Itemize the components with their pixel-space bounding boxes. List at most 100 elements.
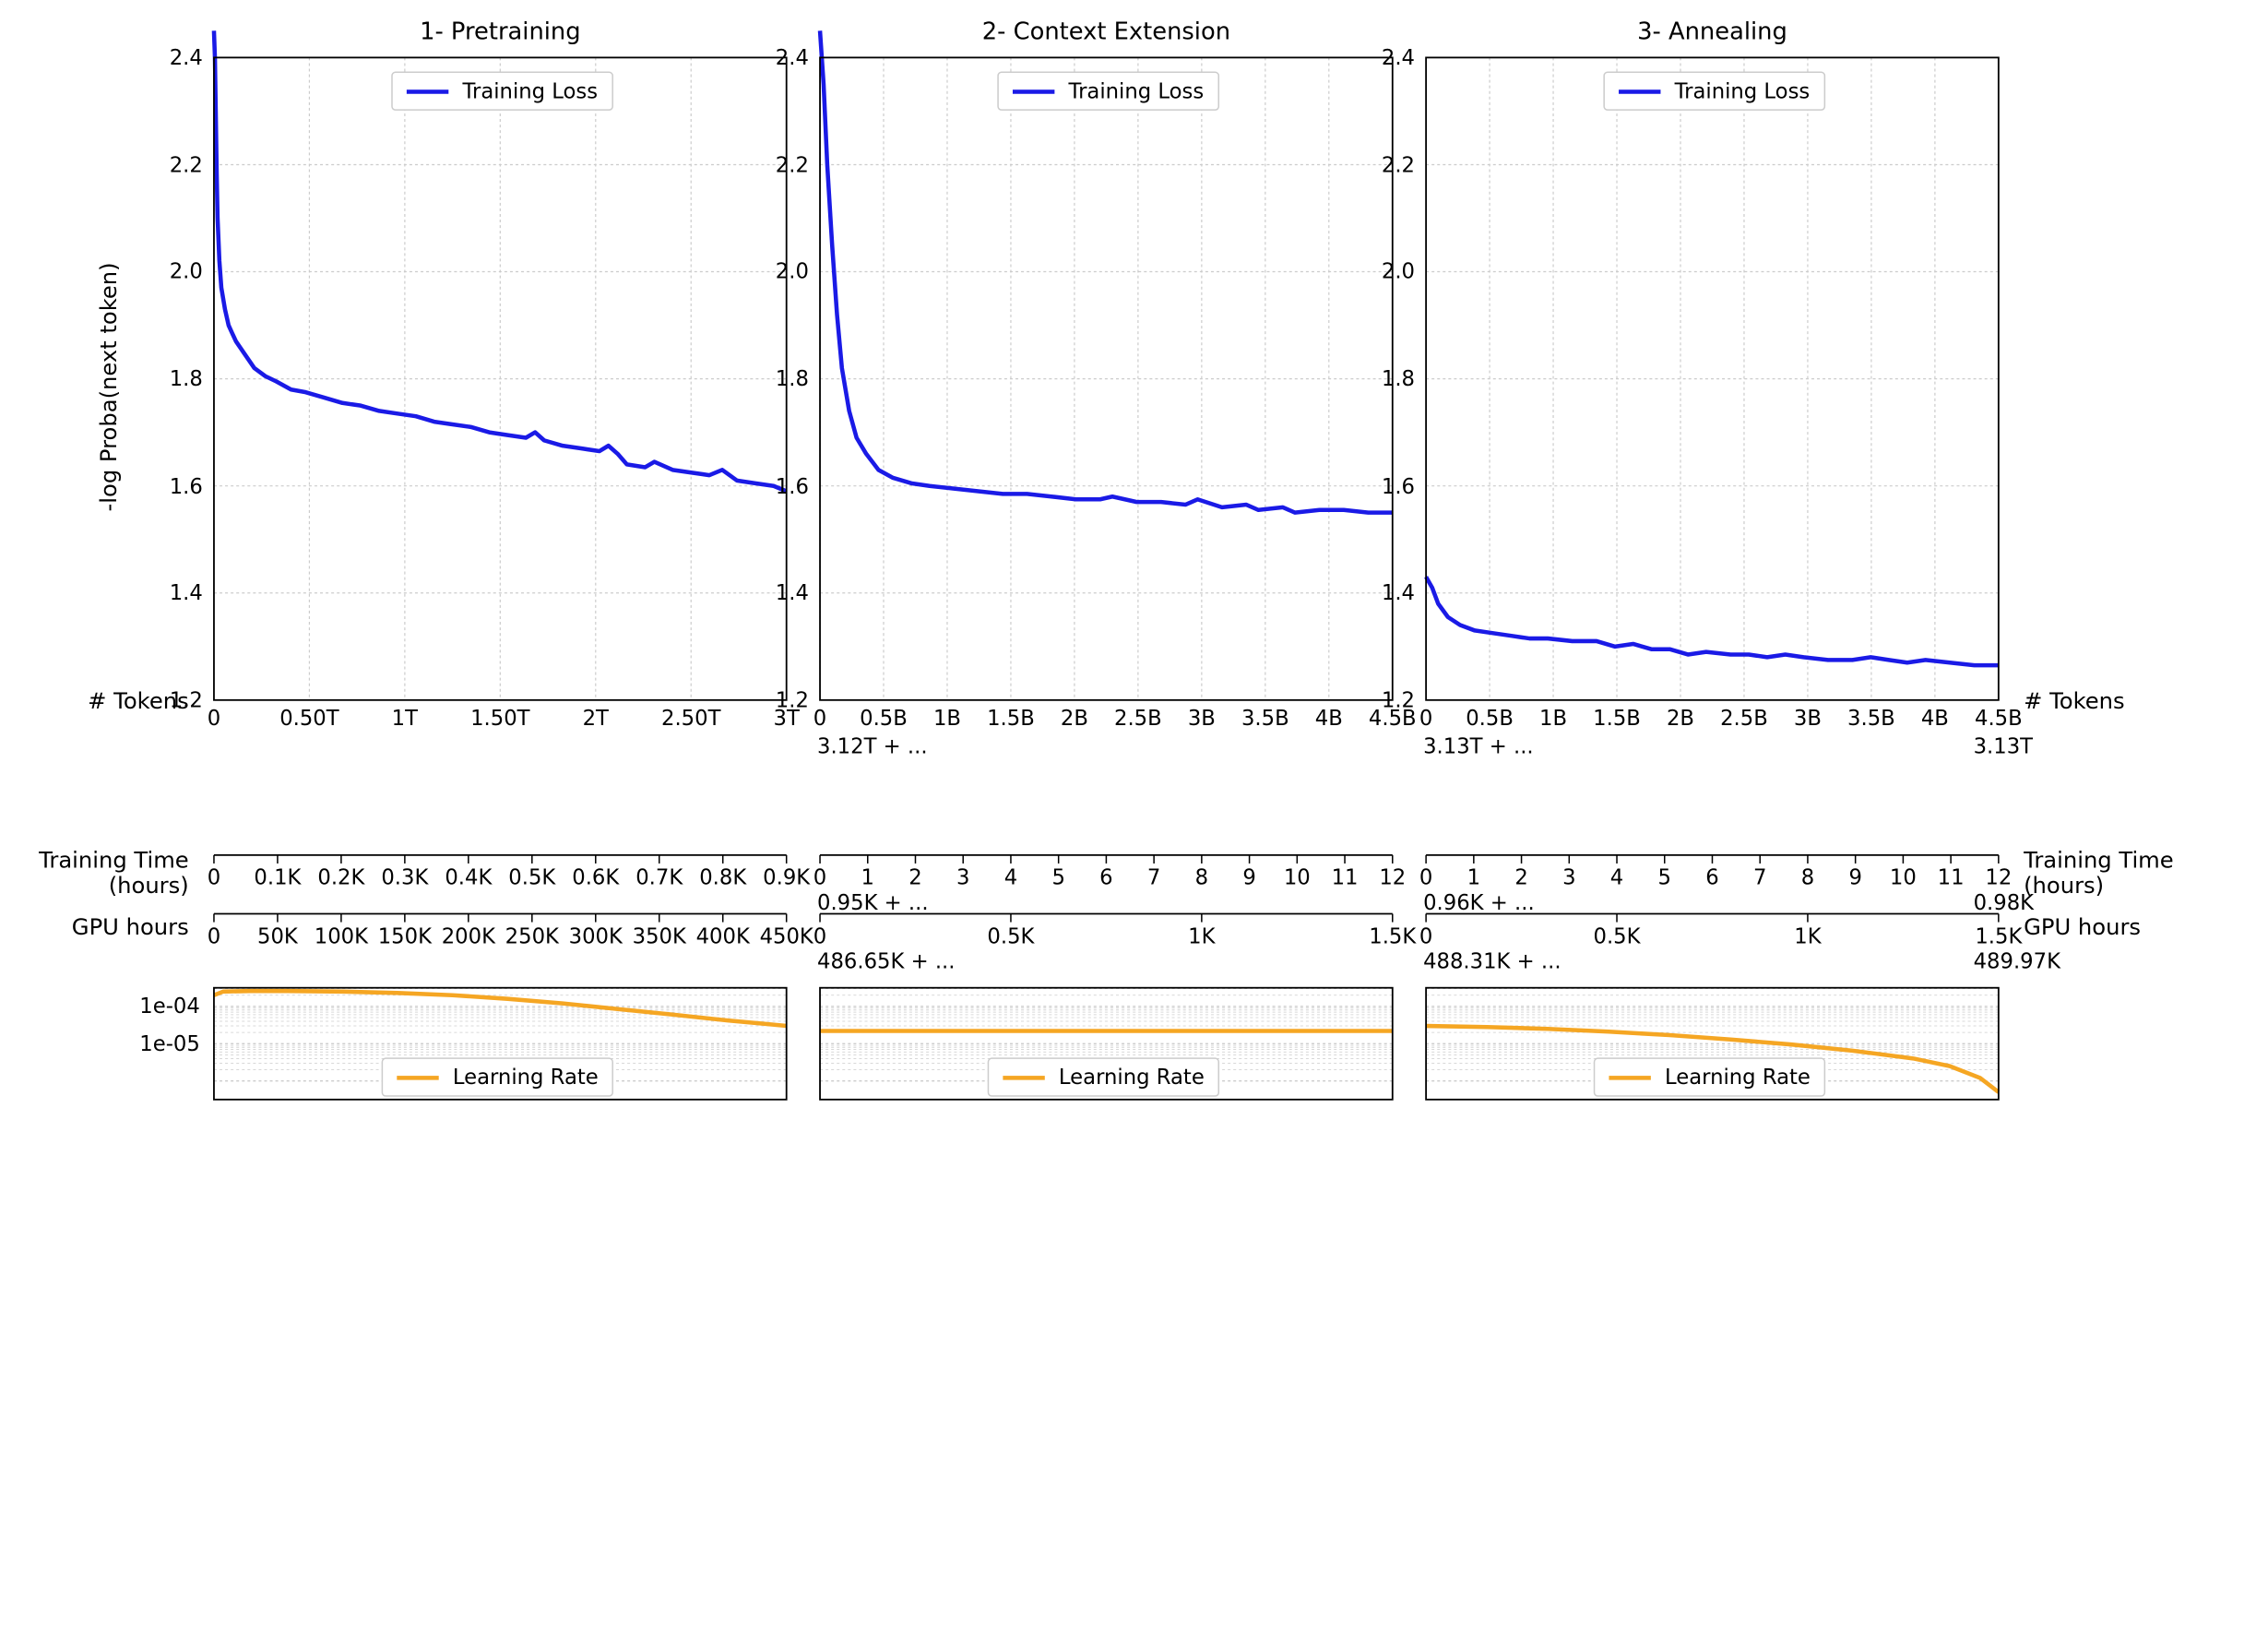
right-offset-time: 0.98K — [1974, 890, 2034, 915]
xtick-tokens: 1B — [933, 706, 961, 731]
mini-tick-time: 6 — [1705, 864, 1718, 889]
mini-tick-gpu: 1K — [1188, 923, 1215, 948]
loss-chart — [1426, 57, 1999, 699]
y-axis-label: -log Proba(next token) — [95, 262, 122, 511]
xtick-tokens: 1B — [1539, 706, 1567, 731]
mini-tick-time: 7 — [1753, 864, 1766, 889]
mini-tick-time: 5 — [1051, 864, 1064, 889]
xtick-tokens: 1.5B — [987, 706, 1035, 731]
xtick-tokens: 1.50T — [470, 706, 529, 731]
xtick-tokens: 0.50T — [279, 706, 338, 731]
xtick-tokens: 4.5B — [1975, 706, 2023, 731]
legend: Training Loss — [1603, 72, 1825, 111]
mini-tick-time: 0.2K — [317, 864, 364, 889]
legend-swatch-loss — [407, 89, 448, 93]
side-label-left-gpu: GPU hours — [7, 915, 189, 941]
xtick-tokens: 2B — [1061, 706, 1088, 731]
mini-tick-time: 0.1K — [254, 864, 301, 889]
ytick: 1.2 — [158, 687, 202, 712]
ytick: 2.2 — [158, 152, 202, 177]
lr-ytick: 1e-04 — [124, 994, 200, 1019]
mini-tick-time: 12 — [1379, 864, 1406, 889]
mini-tick-gpu: 1K — [1794, 923, 1821, 948]
xtick-tokens: 2T — [583, 706, 609, 731]
xtick-tokens: 0.5B — [860, 706, 908, 731]
mini-tick-gpu: 150K — [378, 923, 432, 948]
mini-tick-gpu: 0.5K — [987, 923, 1034, 948]
mini-tick-time: 1 — [1467, 864, 1480, 889]
mini-tick-time: 0.3K — [381, 864, 428, 889]
ytick: 2.4 — [764, 45, 808, 70]
ytick: 1.4 — [1371, 580, 1415, 605]
panel-title: 2- Context Extension — [820, 18, 1393, 46]
xtick-tokens: 0.5B — [1466, 706, 1514, 731]
mini-tick-time: 0 — [1419, 864, 1432, 889]
legend-swatch-loss — [1619, 89, 1660, 93]
loss-chart — [820, 57, 1393, 699]
offset-gpu: 488.31K + ... — [1423, 948, 1561, 973]
legend-label-lr: Learning Rate — [1059, 1065, 1205, 1090]
xtick-tokens: 0 — [813, 706, 826, 731]
mini-tick-time: 0.9K — [763, 864, 810, 889]
legend: Training Loss — [391, 72, 613, 111]
mini-axis-gpu — [1426, 912, 1999, 935]
xtick-tokens: 0 — [208, 706, 220, 731]
ytick: 1.8 — [158, 366, 202, 391]
xtick-tokens: 2B — [1667, 706, 1694, 731]
legend-label-loss: Training Loss — [1069, 78, 1205, 103]
ytick: 1.2 — [764, 687, 808, 712]
legend-lr: Learning Rate — [988, 1057, 1220, 1096]
legend-lr: Learning Rate — [1594, 1057, 1826, 1096]
mini-tick-time: 0.8K — [699, 864, 746, 889]
ytick: 2.4 — [158, 45, 202, 70]
offset-time: 0.96K + ... — [1423, 890, 1535, 915]
ytick: 2.2 — [764, 152, 808, 177]
ytick: 1.8 — [1371, 366, 1415, 391]
legend: Training Loss — [997, 72, 1219, 111]
xtick-tokens: 1.5B — [1593, 706, 1641, 731]
mini-tick-time: 0.6K — [572, 864, 619, 889]
ytick: 1.6 — [764, 473, 808, 498]
legend-swatch-lr — [1003, 1075, 1044, 1079]
legend-lr: Learning Rate — [382, 1057, 614, 1096]
ytick: 2.0 — [1371, 259, 1415, 284]
mini-tick-time: 0.5K — [508, 864, 555, 889]
mini-tick-gpu: 0 — [1419, 923, 1432, 948]
loss-chart — [214, 57, 787, 699]
mini-tick-gpu: 100K — [315, 923, 368, 948]
mini-tick-gpu: 400K — [696, 923, 750, 948]
xtick-tokens: 2.50T — [661, 706, 720, 731]
mini-tick-time: 5 — [1658, 864, 1671, 889]
ytick: 2.2 — [1371, 152, 1415, 177]
mini-tick-time: 2 — [1514, 864, 1527, 889]
xtick-tokens: 4B — [1921, 706, 1949, 731]
xtick-tokens: 0 — [1419, 706, 1432, 731]
legend-swatch-lr — [1609, 1075, 1650, 1079]
ytick: 2.0 — [764, 259, 808, 284]
legend-label-lr: Learning Rate — [453, 1065, 599, 1090]
mini-tick-time: 8 — [1195, 864, 1208, 889]
mini-tick-gpu: 250K — [505, 923, 559, 948]
offset-time: 0.95K + ... — [817, 890, 929, 915]
offset-gpu: 486.65K + ... — [817, 948, 955, 973]
mini-tick-time: 9 — [1242, 864, 1255, 889]
mini-tick-time: 0.4K — [445, 864, 492, 889]
mini-tick-time: 11 — [1332, 864, 1359, 889]
mini-tick-time: 9 — [1848, 864, 1861, 889]
mini-tick-time: 4 — [1004, 864, 1017, 889]
mini-tick-gpu: 50K — [257, 923, 298, 948]
side-label-right-gpu: GPU hours — [2024, 915, 2219, 941]
side-label-right-time: Training Time(hours) — [2024, 848, 2219, 899]
mini-tick-gpu: 1.5K — [1975, 923, 2022, 948]
mini-tick-time: 3 — [1562, 864, 1575, 889]
side-label-right-tokens: # Tokens — [2024, 689, 2219, 715]
mini-axis-gpu — [820, 912, 1393, 935]
legend-label-loss: Training Loss — [1675, 78, 1811, 103]
legend-label-lr: Learning Rate — [1665, 1065, 1811, 1090]
mini-tick-gpu: 1.5K — [1369, 923, 1416, 948]
xtick-tokens: 2.5B — [1114, 706, 1162, 731]
mini-tick-time: 7 — [1147, 864, 1160, 889]
mini-tick-gpu: 450K — [760, 923, 813, 948]
ytick: 1.6 — [1371, 473, 1415, 498]
ytick: 1.4 — [764, 580, 808, 605]
